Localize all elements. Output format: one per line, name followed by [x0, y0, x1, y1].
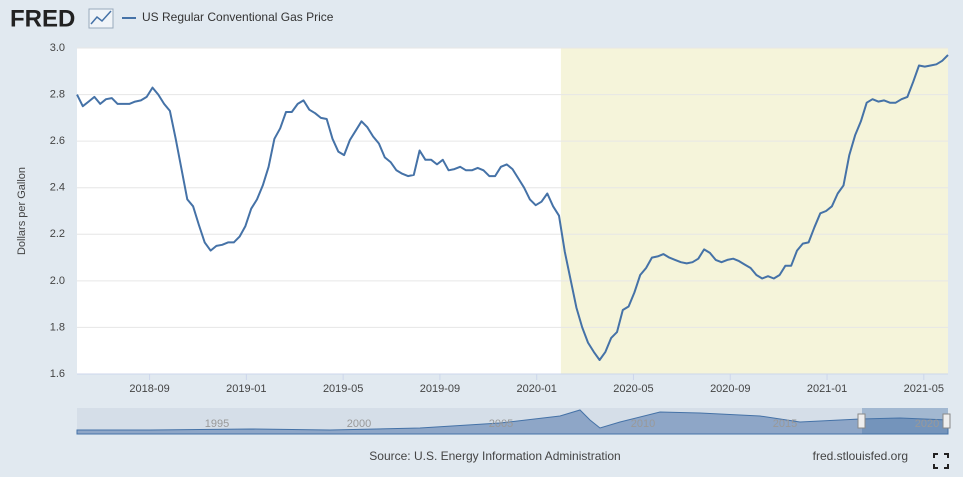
- x-tick-label: 2020-01: [517, 383, 557, 395]
- navigator-area: [76, 409, 949, 435]
- y-tick-label: 1.6: [50, 368, 65, 380]
- x-tick-label: 2021-01: [807, 383, 847, 395]
- x-tick-label: 2018-09: [129, 383, 169, 395]
- y-axis-label: Dollars per Gallon: [16, 167, 28, 255]
- y-tick-label: 2.8: [50, 88, 65, 100]
- y-tick-label: 2.6: [50, 135, 65, 147]
- site-link[interactable]: fred.stlouisfed.org: [813, 449, 908, 463]
- x-tick-label: 2019-05: [323, 383, 363, 395]
- legend-label: US Regular Conventional Gas Price: [142, 10, 334, 24]
- logo-icon: [88, 8, 114, 29]
- y-tick-label: 2.0: [50, 275, 65, 287]
- navigator-selection[interactable]: [862, 408, 948, 434]
- y-tick-label: 1.8: [50, 321, 65, 333]
- x-tick-label: 2019-09: [420, 383, 460, 395]
- source-note: Source: U.S. Energy Information Administ…: [369, 449, 620, 463]
- y-tick-label: 2.2: [50, 228, 65, 240]
- navigator-label: 2005: [489, 418, 513, 430]
- navigator-label: 2015: [773, 418, 797, 430]
- series-line: [76, 54, 949, 361]
- recession-shading: [560, 48, 948, 374]
- fullscreen-icon[interactable]: [933, 453, 949, 469]
- navigator-handle[interactable]: [857, 413, 866, 429]
- x-tick-label: 2021-05: [904, 383, 944, 395]
- y-tick-label: 2.4: [50, 182, 65, 194]
- navigator-label: 2020: [915, 418, 939, 430]
- x-tick-label: 2020-05: [613, 383, 653, 395]
- navigator-label: 2010: [631, 418, 655, 430]
- y-tick-label: 3.0: [50, 42, 65, 54]
- navigator-label: 2000: [347, 418, 371, 430]
- logo-icon-line: [90, 10, 112, 25]
- navigator-label: 1995: [205, 418, 229, 430]
- brand-logo[interactable]: FRED: [10, 5, 75, 32]
- navigator-handle[interactable]: [942, 413, 951, 429]
- x-tick-label: 2019-01: [226, 383, 266, 395]
- x-tick-label: 2020-09: [710, 383, 750, 395]
